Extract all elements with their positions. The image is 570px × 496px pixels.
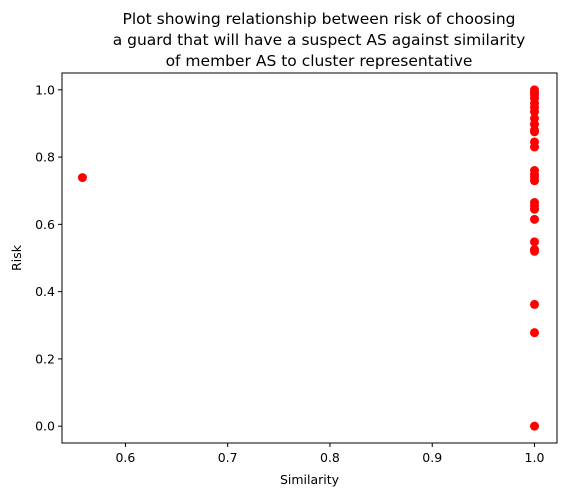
data-point	[530, 214, 539, 224]
data-point	[77, 173, 87, 183]
x-axis-label: Similarity	[280, 472, 340, 487]
x-axis-ticks: 0.6 0.7 0.8 0.9 1.0	[115, 443, 544, 465]
data-point	[530, 127, 539, 137]
data-points	[77, 85, 539, 431]
data-point	[530, 237, 539, 247]
data-point	[530, 107, 539, 117]
data-point	[530, 421, 539, 431]
y-tick-label: 1.0	[35, 82, 55, 97]
chart-title-line-2: a guard that will have a suspect AS agai…	[113, 31, 526, 49]
data-point	[530, 328, 539, 338]
chart-title-line-3: of member AS to cluster representative	[166, 52, 473, 70]
y-tick-label: 0.0	[35, 419, 55, 434]
plot-area	[61, 72, 558, 444]
y-axis-ticks: 0.0 0.2 0.4 0.6 0.8 1.0	[35, 82, 62, 434]
data-point	[530, 204, 539, 214]
chart-title-line-1: Plot showing relationship between risk o…	[123, 10, 516, 28]
y-tick-label: 0.8	[35, 150, 55, 165]
x-tick-label: 0.6	[115, 450, 135, 465]
y-tick-label: 0.4	[35, 284, 55, 299]
x-tick-label: 0.9	[422, 450, 442, 465]
data-point	[530, 142, 539, 152]
y-axis-label: Risk	[9, 244, 24, 271]
y-tick-label: 0.2	[35, 351, 55, 366]
x-tick-label: 0.8	[320, 450, 340, 465]
y-tick-label: 0.6	[35, 217, 55, 232]
data-point	[530, 299, 539, 309]
x-tick-label: 0.7	[218, 450, 238, 465]
x-tick-label: 1.0	[525, 450, 545, 465]
data-point	[530, 246, 539, 256]
data-point	[530, 176, 539, 186]
